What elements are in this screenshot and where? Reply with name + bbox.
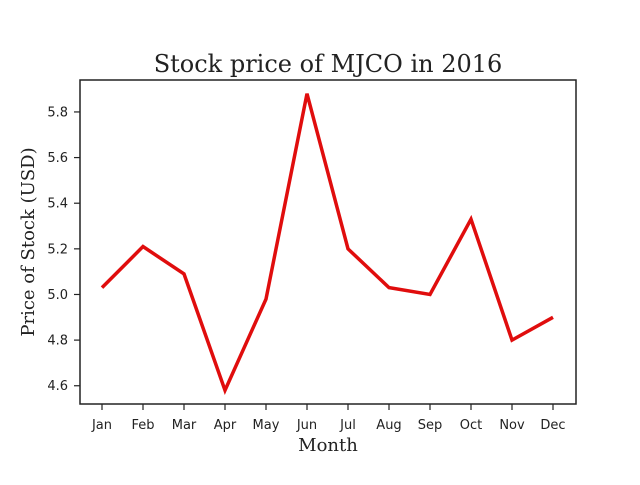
x-axis-label: Month xyxy=(298,435,358,456)
y-axis-ticks: 4.6 4.8 5.0 5.2 5.4 5.6 5.8 xyxy=(47,105,80,394)
plot-frame xyxy=(79,79,577,405)
x-tick-label: Dec xyxy=(540,418,565,433)
x-tick-label: Apr xyxy=(214,418,237,433)
y-tick-label: 5.0 xyxy=(47,288,68,303)
x-tick-label: Jan xyxy=(91,418,112,433)
series-line xyxy=(100,93,554,396)
y-tick-label: 5.8 xyxy=(47,105,68,120)
x-tick-label: Sep xyxy=(418,418,443,433)
x-tick-label: Mar xyxy=(172,418,197,433)
x-tick-label: Jul xyxy=(339,418,356,433)
y-tick-label: 4.8 xyxy=(47,334,68,349)
x-tick-label: Jun xyxy=(296,418,317,433)
x-tick-label: Feb xyxy=(131,418,154,433)
y-tick-label: 5.4 xyxy=(47,197,68,212)
x-axis-ticks: Jan Feb Mar Apr May Jun Jul Aug Sep Oct Nov Dec xyxy=(91,404,566,433)
x-tick-label: Nov xyxy=(499,418,525,433)
x-tick-label: May xyxy=(253,418,280,433)
x-tick-label: Aug xyxy=(376,418,401,433)
y-axis-label: Price of Stock (USD) xyxy=(18,147,39,336)
y-tick-label: 5.6 xyxy=(47,151,68,166)
x-tick-label: Oct xyxy=(460,418,482,433)
y-tick-label: 5.2 xyxy=(47,242,68,257)
chart-title: Stock price of MJCO in 2016 xyxy=(154,50,503,78)
y-tick-label: 4.6 xyxy=(47,379,68,394)
